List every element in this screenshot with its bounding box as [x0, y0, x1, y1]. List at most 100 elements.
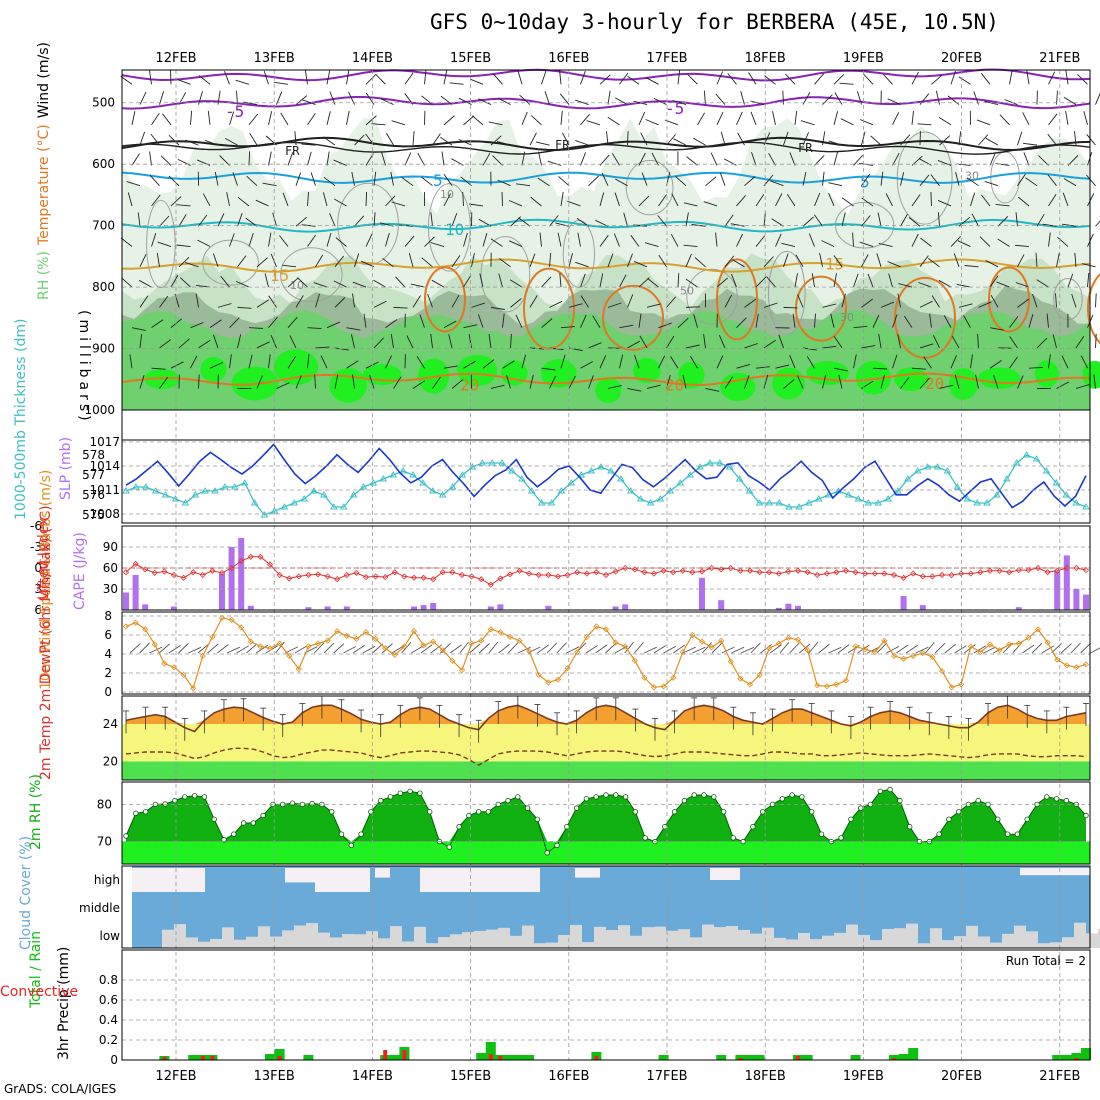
- wind-speed-point: [545, 679, 552, 686]
- wind-barb-10m: [779, 642, 790, 654]
- wind-barb: [482, 359, 495, 369]
- wind-barb: [268, 295, 277, 308]
- wind-barb-10m: [731, 646, 745, 654]
- cloud-level-label: high: [94, 873, 120, 887]
- li-point: [1006, 569, 1013, 576]
- wind-barb: [985, 137, 999, 146]
- rh-point: [260, 812, 266, 819]
- wind-barb: [463, 324, 478, 329]
- wind-barb: [852, 232, 854, 247]
- upper-ylabel: RH (%) Temperature (°C) Wind (m/s): [36, 42, 52, 300]
- cape-bar: [123, 592, 129, 610]
- wind-barb-10m: [1060, 643, 1072, 654]
- contour-label: 20: [665, 375, 684, 394]
- contour-label: 20: [460, 375, 479, 394]
- rh-point: [231, 831, 237, 837]
- thickness-point: [735, 475, 744, 482]
- wind-barb: [1087, 193, 1095, 207]
- wind-barb: [828, 192, 835, 207]
- wind-barb: [393, 376, 402, 389]
- wind-barb: [930, 174, 940, 186]
- thickness-point: [231, 483, 239, 490]
- convective-bar: [200, 1056, 205, 1060]
- wind-barb: [139, 91, 147, 105]
- low-cloud: [738, 929, 750, 948]
- wind-barb: [295, 375, 302, 389]
- thickness-point: [864, 499, 873, 506]
- wind-barb: [471, 302, 485, 308]
- wind-barb: [419, 314, 425, 328]
- wind-speed-point: [660, 683, 667, 690]
- li-point: [478, 576, 485, 583]
- wind-barb: [121, 277, 133, 288]
- low-cloud: [246, 936, 258, 948]
- wind-barb: [510, 298, 522, 308]
- low-cloud: [894, 928, 906, 948]
- low-cloud: [978, 936, 990, 948]
- thickness-point: [191, 491, 200, 498]
- low-cloud: [318, 932, 330, 948]
- li-point: [266, 561, 274, 568]
- wind-barb-10m: [226, 646, 240, 654]
- wind-barb-10m: [420, 644, 433, 654]
- wind-barb-10m: [721, 646, 735, 654]
- wind-barb: [170, 361, 184, 369]
- wind-barb-10m: [925, 642, 935, 654]
- wind-barb: [515, 314, 523, 328]
- wind-barb: [839, 82, 854, 85]
- wind-barb: [492, 73, 503, 85]
- low-cloud: [990, 942, 1002, 948]
- thickness-point: [567, 479, 576, 486]
- wind-barb: [687, 74, 698, 85]
- wind-barb: [541, 276, 552, 288]
- wind-barb: [549, 375, 557, 389]
- temp-tick: 20: [103, 754, 118, 768]
- wind-barb: [736, 195, 746, 207]
- wind-barb: [878, 242, 893, 247]
- wind-barb: [887, 98, 901, 105]
- wind-barb: [1036, 213, 1045, 227]
- wind-speed-point: [324, 637, 331, 644]
- wind-barb: [237, 306, 252, 309]
- wind-barb: [1038, 155, 1049, 166]
- wind-barb: [724, 255, 735, 268]
- wind-barb: [877, 212, 882, 227]
- wind-barb: [908, 217, 921, 227]
- wind-barb-10m: [469, 643, 481, 654]
- low-cloud: [882, 928, 894, 948]
- rh-point: [877, 788, 883, 794]
- wind-barb: [990, 294, 999, 308]
- low-cloud: [630, 935, 642, 948]
- wind-speed-point: [881, 637, 888, 644]
- low-cloud: [354, 934, 366, 948]
- wind-barb: [490, 384, 505, 389]
- wind-barb: [1052, 334, 1057, 349]
- rh-contour-label: 50: [680, 284, 694, 297]
- wind-barb: [887, 261, 901, 268]
- wind-barb-10m: [197, 643, 209, 654]
- wind-panel: [122, 614, 1100, 692]
- wind-barb: [248, 151, 251, 166]
- thickness-point: [260, 511, 269, 518]
- wind-speed-point: [698, 638, 706, 645]
- wind-barb: [1015, 282, 1030, 288]
- wind-barb: [502, 313, 505, 328]
- low-cloud: [462, 932, 474, 948]
- rh-contour: [625, 159, 674, 216]
- precip-bar: [188, 1055, 199, 1060]
- wind-speed-point: [266, 645, 274, 652]
- li-point: [1025, 567, 1032, 574]
- wind-barb: [1047, 174, 1057, 186]
- li-point: [151, 569, 158, 576]
- wind-barb: [268, 111, 273, 125]
- wind-speed-point: [727, 658, 734, 665]
- li-point: [564, 571, 571, 579]
- thickness-point: [132, 483, 140, 490]
- wind-barb-10m: [517, 646, 531, 654]
- wind-barb: [670, 356, 679, 369]
- thickness-point: [171, 495, 180, 502]
- rh-point: [476, 809, 482, 815]
- wind-barb: [677, 317, 689, 328]
- li-point: [871, 570, 878, 577]
